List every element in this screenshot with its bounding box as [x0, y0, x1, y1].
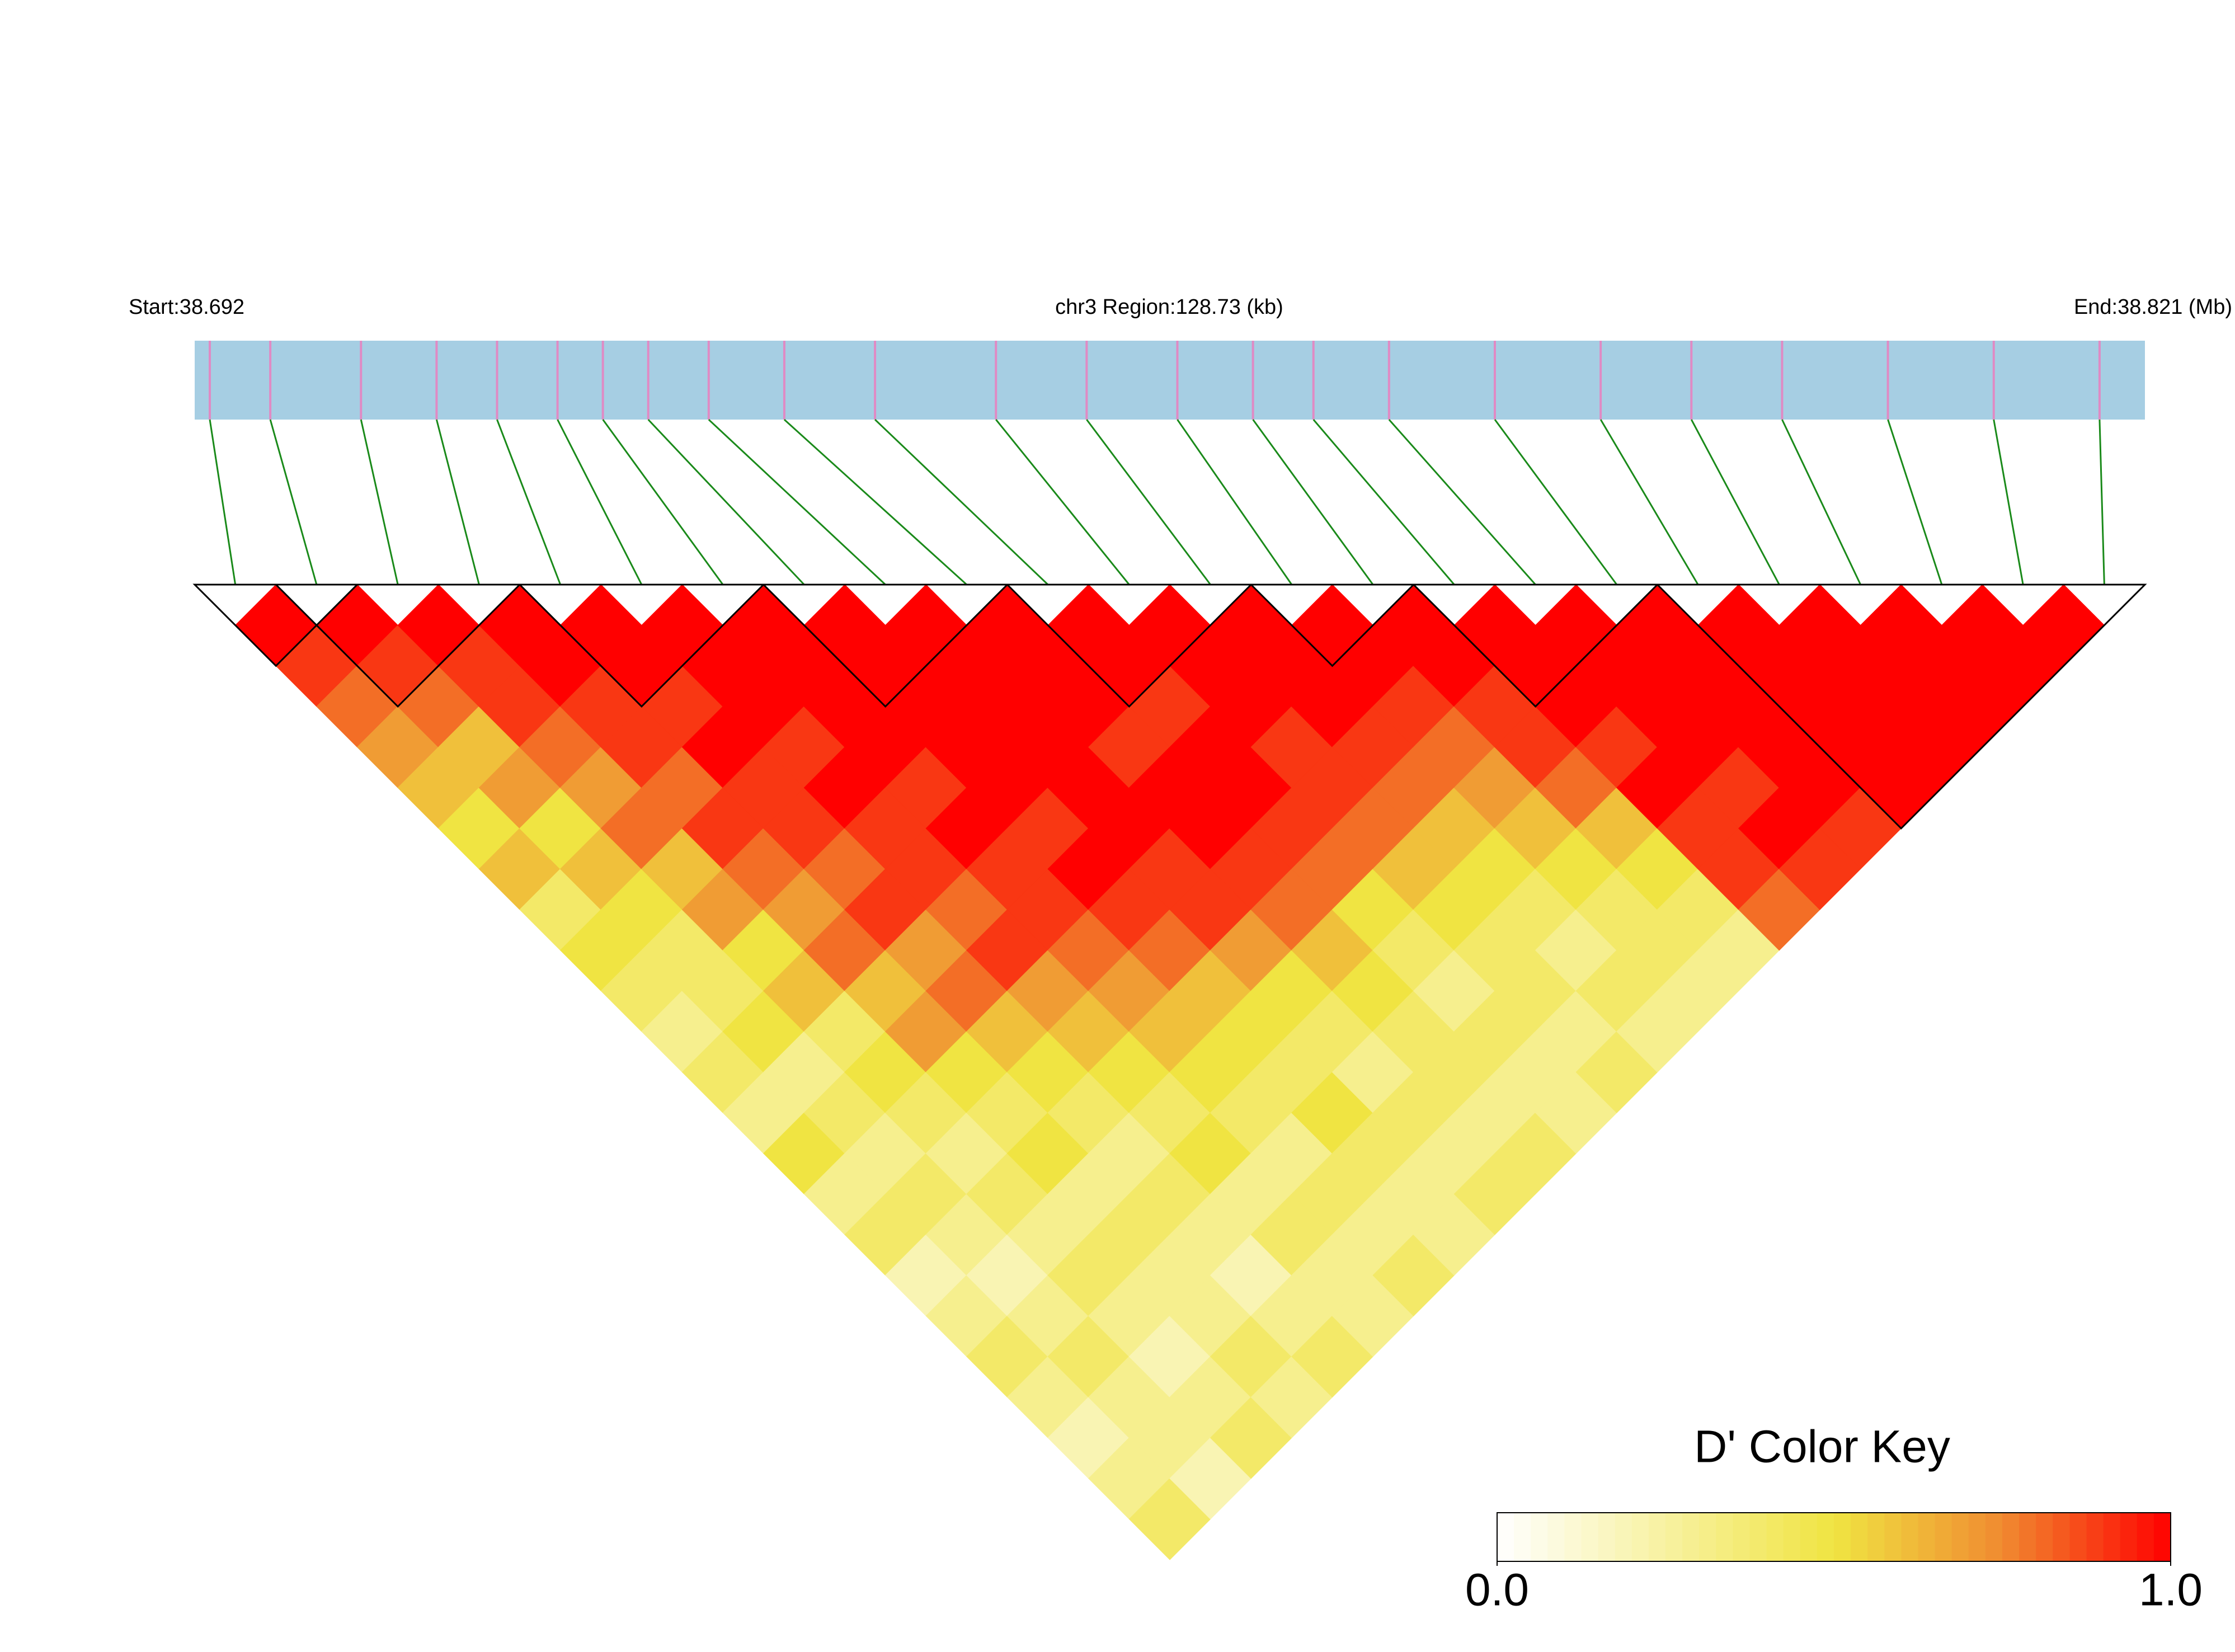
color-key-swatch [1733, 1513, 1751, 1561]
color-key-tick-label: 0.0 [1465, 1565, 1529, 1616]
snp-connector [874, 418, 1049, 586]
snp-connector [360, 419, 399, 585]
snp-connector [269, 419, 318, 585]
start-label: Start:38.692 [129, 295, 244, 319]
snp-connector [557, 419, 643, 585]
snp-connector [496, 419, 562, 585]
snp-connector [1312, 419, 1455, 585]
snp-connector [995, 419, 1130, 585]
ld-block [1655, 583, 2147, 830]
color-key-swatch [1581, 1513, 1599, 1561]
color-key-swatch [1918, 1513, 1936, 1561]
snp-connector [1887, 419, 1943, 585]
color-key-swatch [1985, 1513, 2003, 1561]
ld-block [1249, 583, 1416, 667]
color-key-swatch [1547, 1513, 1565, 1561]
color-key-swatch [1783, 1513, 1801, 1561]
color-key-swatch [1497, 1513, 1515, 1561]
color-key-swatch [1514, 1513, 1532, 1561]
end-label: End:38.821 (Mb) [2074, 295, 2232, 319]
color-key-swatch [1631, 1513, 1649, 1561]
color-key-swatch [1951, 1513, 1969, 1561]
color-key-swatch [1901, 1513, 1919, 1561]
gene-track [195, 341, 2145, 420]
color-key-swatch [1851, 1513, 1869, 1561]
snp-connector [647, 418, 805, 586]
color-key-swatch [2103, 1513, 2121, 1561]
snp-connector [783, 418, 967, 586]
snp-connector [435, 419, 480, 585]
color-key-swatch [2036, 1513, 2054, 1561]
ld-block [1005, 583, 1253, 708]
ld-block [517, 583, 766, 708]
color-key-swatch [1766, 1513, 1784, 1561]
snp-connector [1690, 419, 1780, 585]
color-key-title: D' Color Key [1694, 1422, 1950, 1472]
ld-block [761, 583, 1010, 708]
color-key-swatch [1682, 1513, 1700, 1561]
snp-connector [1086, 419, 1211, 585]
snp-connector [1599, 419, 1699, 585]
ld-block [274, 583, 522, 708]
color-key-swatch [2137, 1513, 2154, 1561]
color-key-swatch [2053, 1513, 2071, 1561]
chart-title: chr3 Region:128.73 (kb) [1055, 295, 1283, 319]
color-key-swatch [1834, 1513, 1852, 1561]
color-key-swatch [1716, 1513, 1734, 1561]
snp-connector [2098, 419, 2105, 585]
color-key-swatch [1531, 1513, 1549, 1561]
color-key-swatch [2153, 1513, 2171, 1561]
color-key-swatch [1648, 1513, 1666, 1561]
color-key-swatch [1968, 1513, 1986, 1561]
color-key-swatch [2019, 1513, 2037, 1561]
color-key-swatch [1935, 1513, 1952, 1561]
snp-connector [1177, 419, 1293, 585]
color-key-frame [1497, 1512, 2171, 1562]
color-key-swatch [2002, 1513, 2020, 1561]
color-key-swatch [1564, 1513, 1582, 1561]
ld-block [1411, 583, 1660, 708]
snp-connector [1993, 419, 2024, 585]
color-key-swatch [1598, 1513, 1616, 1561]
color-key-swatch [1884, 1513, 1902, 1561]
snp-connector [1252, 419, 1374, 585]
color-key-swatch [1749, 1513, 1767, 1561]
color-key-swatch [1867, 1513, 1885, 1561]
color-key-swatch [2086, 1513, 2104, 1561]
color-key-swatch [1615, 1513, 1632, 1561]
snp-connector [602, 419, 724, 585]
snp-connector [708, 418, 886, 586]
snp-connector [1388, 419, 1536, 585]
snp-connector [209, 419, 237, 585]
color-key-swatch [1817, 1513, 1834, 1561]
color-key-swatch [1699, 1513, 1717, 1561]
color-key-tick-label: 1.0 [2139, 1565, 2203, 1616]
snp-connector [1494, 419, 1618, 585]
color-key-swatch [1665, 1513, 1683, 1561]
color-key-swatch [2120, 1513, 2138, 1561]
color-key-swatch [2069, 1513, 2087, 1561]
snp-connector [1781, 419, 1861, 585]
color-key-swatch [1800, 1513, 1818, 1561]
